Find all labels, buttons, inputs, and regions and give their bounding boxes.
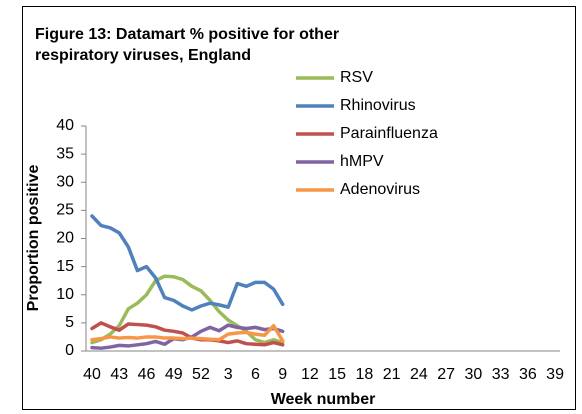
legend-label: Adenovirus [340,181,420,198]
chart-title: respiratory viruses, England [35,47,251,64]
x-tick-label: 43 [110,366,128,383]
y-tick-label: 40 [56,117,74,134]
y-tick-label: 20 [56,230,74,247]
x-tick-label: 52 [192,366,210,383]
x-tick-label: 3 [224,366,233,383]
legend-label: hMPV [340,153,384,170]
y-tick-label: 30 [56,173,74,190]
y-tick-label: 15 [56,258,74,275]
y-tick-label: 10 [56,286,74,303]
x-tick-label: 21 [383,366,401,383]
x-tick-label: 9 [278,366,287,383]
x-tick-label: 36 [519,366,537,383]
x-axis-label: Week number [271,391,376,408]
series-line [90,321,285,347]
y-tick-label: 5 [65,314,74,331]
series-line [90,274,285,345]
legend-label: Rhinovirus [340,97,416,114]
x-tick-label: 49 [165,366,183,383]
x-tick-label: 33 [492,366,510,383]
series-line [90,323,285,343]
x-tick-label: 15 [328,366,346,383]
y-tick-label: 35 [56,145,74,162]
y-tick-label: 25 [56,202,74,219]
x-tick-label: 39 [546,366,564,383]
x-tick-label: 12 [301,366,319,383]
y-tick-label: 0 [65,342,74,359]
x-tick-label: 40 [83,366,101,383]
series-line [90,214,285,312]
x-tick-label: 46 [138,366,156,383]
x-tick-label: 18 [356,366,374,383]
x-tick-label: 30 [464,366,482,383]
x-tick-label: 6 [251,366,260,383]
legend-label: RSV [340,69,373,86]
y-axis-label: Proportion positive [25,165,42,312]
chart-title: Figure 13: Datamart % positive for other [35,26,339,43]
x-tick-label: 24 [410,366,428,383]
legend-label: Parainfluenza [340,125,438,142]
chart-frame [22,6,576,410]
x-tick-label: 27 [437,366,455,383]
